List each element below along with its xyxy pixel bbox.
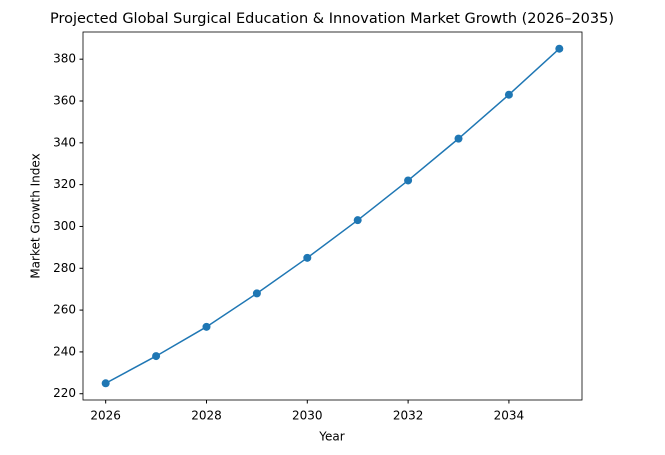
marker [454,134,463,143]
marker [504,90,513,99]
y-tick-label: 220 [53,386,76,400]
chart-title: Projected Global Surgical Education & In… [50,11,614,27]
y-tick-label: 280 [53,261,76,275]
marker [353,216,362,225]
marker [555,44,564,53]
y-tick-label: 300 [53,219,76,233]
y-tick-label: 340 [53,135,76,149]
x-tick-label: 2032 [393,409,424,423]
x-tick-label: 2028 [191,409,222,423]
x-axis-label: Year [318,430,344,444]
x-tick-label: 2034 [494,409,525,423]
marker [152,352,161,361]
marker [202,322,211,331]
x-tick-label: 2026 [90,409,121,423]
marker [303,253,312,262]
plot-frame [82,31,583,401]
y-tick-label: 240 [53,344,76,358]
y-tick-label: 260 [53,303,76,317]
y-tick-label: 380 [53,52,76,66]
marker [252,289,261,298]
marker [404,176,413,185]
y-axis-label: Market Growth Index [29,153,43,278]
y-tick-label: 320 [53,177,76,191]
marker [101,379,110,388]
y-tick-label: 360 [53,94,76,108]
line [105,48,560,384]
x-tick-label: 2030 [292,409,323,423]
